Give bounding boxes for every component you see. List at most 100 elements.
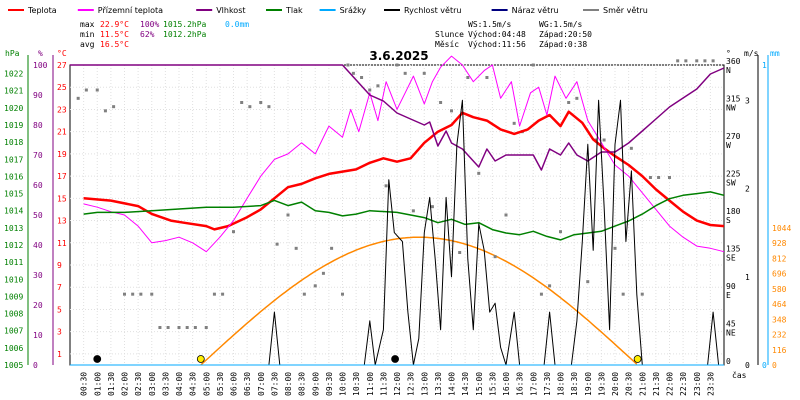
axis-rain-scale-tick: 928: [772, 239, 787, 248]
wind-direction-point: [341, 292, 344, 296]
series-line-teplota: [83, 110, 725, 231]
wind-direction-point: [695, 59, 699, 63]
axis-x-tick: 06:30: [243, 372, 252, 396]
wind-direction-point: [321, 271, 325, 275]
axis-hpa-tick: 1010: [4, 275, 23, 284]
axis-percent-tick: 0: [33, 361, 38, 370]
wind-direction-point: [275, 242, 279, 246]
axis-direction-label: SW: [726, 179, 736, 188]
wind-direction-point: [621, 292, 625, 296]
legend-label: Tlak: [285, 6, 303, 15]
axis-degree-tick: 360: [726, 57, 741, 66]
axis-x-tick: 17:00: [529, 372, 538, 396]
wind-direction-point: [193, 326, 197, 329]
axis-hpa-tick: 1008: [4, 310, 23, 319]
axis-x-tick: 11:00: [366, 372, 375, 396]
axis-hpa-tick: 1017: [4, 155, 23, 164]
wind-direction-point: [602, 138, 606, 142]
stat-max-rain: 0.0mm: [225, 20, 249, 29]
axis-hpa-tick: 1007: [4, 327, 23, 336]
axis-x-tick: 13:30: [434, 372, 443, 396]
axis-x-tick: 14:30: [461, 372, 470, 396]
axis-celsius-tick: 21: [57, 128, 67, 137]
axis-celsius-tick: 27: [57, 61, 67, 70]
axis-direction-label: NE: [726, 329, 736, 338]
axis-direction-label: W: [726, 141, 731, 150]
axis-x-tick: 22:00: [666, 372, 675, 396]
legend-label: Srážky: [340, 6, 367, 15]
wind-direction-point: [166, 326, 170, 329]
wind-direction-point: [240, 101, 244, 104]
axis-x-tick: 16:30: [516, 372, 525, 396]
wind-direction-point: [466, 76, 470, 79]
axis-hpa-tick: 1006: [4, 344, 23, 353]
wind-direction-point: [330, 246, 334, 250]
axis-degree-tick: 180: [726, 207, 741, 216]
axis-celsius-tick: 15: [57, 194, 67, 203]
wind-direction-point: [575, 96, 579, 100]
stat-max-hum: 100%: [140, 20, 159, 29]
info-wg: WG:1.5m/s: [539, 20, 583, 29]
axis-degree-unit: °: [726, 49, 731, 58]
axis-x-tick: 12:30: [407, 372, 416, 396]
wind-direction-point: [131, 292, 135, 296]
axis-percent-tick: 80: [33, 121, 43, 130]
axis-x-label: čas: [732, 370, 747, 380]
axis-hpa-tick: 1014: [4, 207, 23, 216]
axis-x-tick: 05:00: [202, 372, 211, 396]
axis-rain-scale-tick: 0: [772, 361, 777, 370]
markers-layer: [93, 355, 642, 363]
axes: hPa1022102110201019101810171016101510141…: [4, 49, 791, 396]
wind-direction-point: [668, 176, 671, 179]
axis-degree-tick: 225: [726, 170, 741, 179]
wind-direction-point: [559, 230, 562, 234]
axis-celsius-tick: 5: [57, 305, 62, 314]
wind-direction-point: [123, 292, 126, 296]
axis-degree-tick: 315: [726, 95, 741, 104]
axis-celsius-tick: 3: [57, 328, 62, 337]
wind-direction-point: [103, 109, 107, 113]
axis-x-tick: 09:00: [311, 372, 320, 396]
axis-mm-tick: 0: [762, 361, 767, 370]
axis-x-tick: 02:00: [121, 372, 130, 396]
axis-x-tick: 01:00: [93, 372, 102, 396]
axis-celsius-tick: 7: [57, 283, 62, 292]
stat-max-label: max: [80, 20, 95, 29]
marker-moonset: [93, 355, 102, 363]
wind-direction-point: [567, 101, 571, 104]
axis-celsius-tick: 9: [57, 261, 62, 270]
axis-degree-tick: 45: [726, 320, 736, 329]
axis-percent-unit: %: [38, 49, 43, 58]
wind-direction-point: [313, 284, 317, 288]
info-block: WS:1.5m/s WG:1.5m/s Slunce Východ:04:48 …: [435, 20, 592, 49]
wind-direction-point: [504, 213, 508, 217]
axis-hpa-tick: 1019: [4, 121, 23, 130]
wind-direction-point: [177, 326, 181, 329]
axis-hpa-tick: 1005: [4, 361, 23, 370]
wind-direction-point: [395, 63, 399, 67]
wind-direction-point: [403, 71, 407, 75]
axis-percent-tick: 30: [33, 271, 43, 280]
axis-percent-tick: 100: [33, 61, 48, 70]
wind-direction-point: [84, 88, 88, 92]
axis-x-tick: 12:00: [393, 372, 402, 396]
axis-direction-label: E: [726, 291, 731, 300]
axis-percent-tick: 60: [33, 181, 43, 190]
axis-x-tick: 04:30: [189, 372, 198, 396]
axis-percent-tick: 70: [33, 151, 43, 160]
wind-direction-point: [360, 76, 364, 79]
wind-direction-point: [531, 63, 535, 67]
wind-direction-point: [232, 230, 235, 234]
axis-percent-tick: 20: [33, 301, 43, 310]
stat-min-hum: 62%: [140, 30, 155, 39]
axis-degree-tick: 270: [726, 132, 741, 141]
axis-hpa-tick: 1011: [4, 258, 23, 267]
axis-rain-scale-tick: 812: [772, 254, 787, 263]
wind-direction-point: [384, 184, 388, 188]
axis-ms-tick: 2: [745, 185, 750, 194]
wind-direction-point: [368, 88, 372, 92]
wind-direction-point: [212, 292, 216, 296]
axis-direction-label: SE: [726, 254, 736, 263]
axis-hpa-tick: 1015: [4, 190, 23, 199]
stat-avg-temp: 16.5°C: [100, 40, 129, 49]
